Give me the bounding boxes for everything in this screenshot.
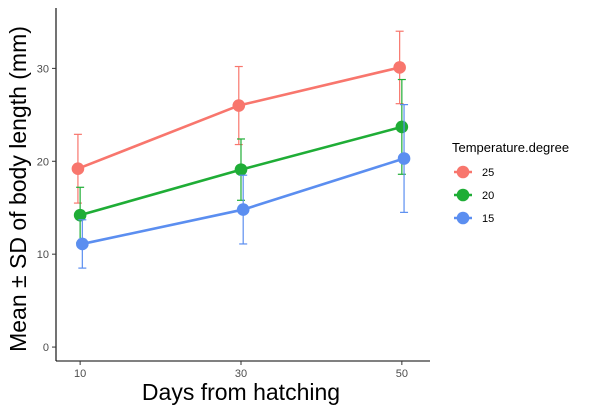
plot-area: [71, 30, 411, 269]
x-tick-label: 30: [235, 368, 247, 380]
data-point: [397, 152, 411, 165]
legend-item-15: 15: [454, 211, 494, 225]
data-point: [236, 203, 250, 216]
data-point: [395, 120, 409, 134]
data-point: [71, 162, 85, 176]
data-point: [73, 208, 87, 222]
legend-item-20: 20: [454, 188, 494, 202]
legend-label: 25: [482, 167, 494, 179]
legend-item-25: 25: [454, 165, 494, 179]
data-point: [232, 99, 246, 112]
legend-key-point: [456, 188, 470, 202]
y-axis-title: Mean ± SD of body length (mm): [5, 26, 31, 352]
y-tick-label: 0: [43, 342, 49, 354]
legend-label: 15: [482, 213, 494, 225]
y-tick-label: 20: [37, 156, 49, 168]
series-15: [76, 104, 411, 269]
legend-key-point: [456, 165, 470, 179]
x-axis-title: Days from hatching: [142, 379, 340, 405]
y-tick-label: 30: [37, 63, 49, 75]
legend-key-point: [456, 211, 470, 225]
axes: 0 10 20 30 10 30 50: [37, 8, 430, 380]
data-point: [234, 163, 248, 176]
legend-title: Temperature.degree: [452, 140, 569, 155]
data-point: [393, 61, 406, 74]
data-point: [76, 237, 89, 251]
series-25: [71, 30, 406, 204]
legend-label: 20: [482, 190, 494, 202]
y-tick-label: 10: [37, 249, 49, 261]
x-tick-label: 50: [396, 368, 408, 380]
legend: Temperature.degree 25 20 15: [452, 140, 569, 225]
x-tick-label: 10: [74, 368, 86, 380]
